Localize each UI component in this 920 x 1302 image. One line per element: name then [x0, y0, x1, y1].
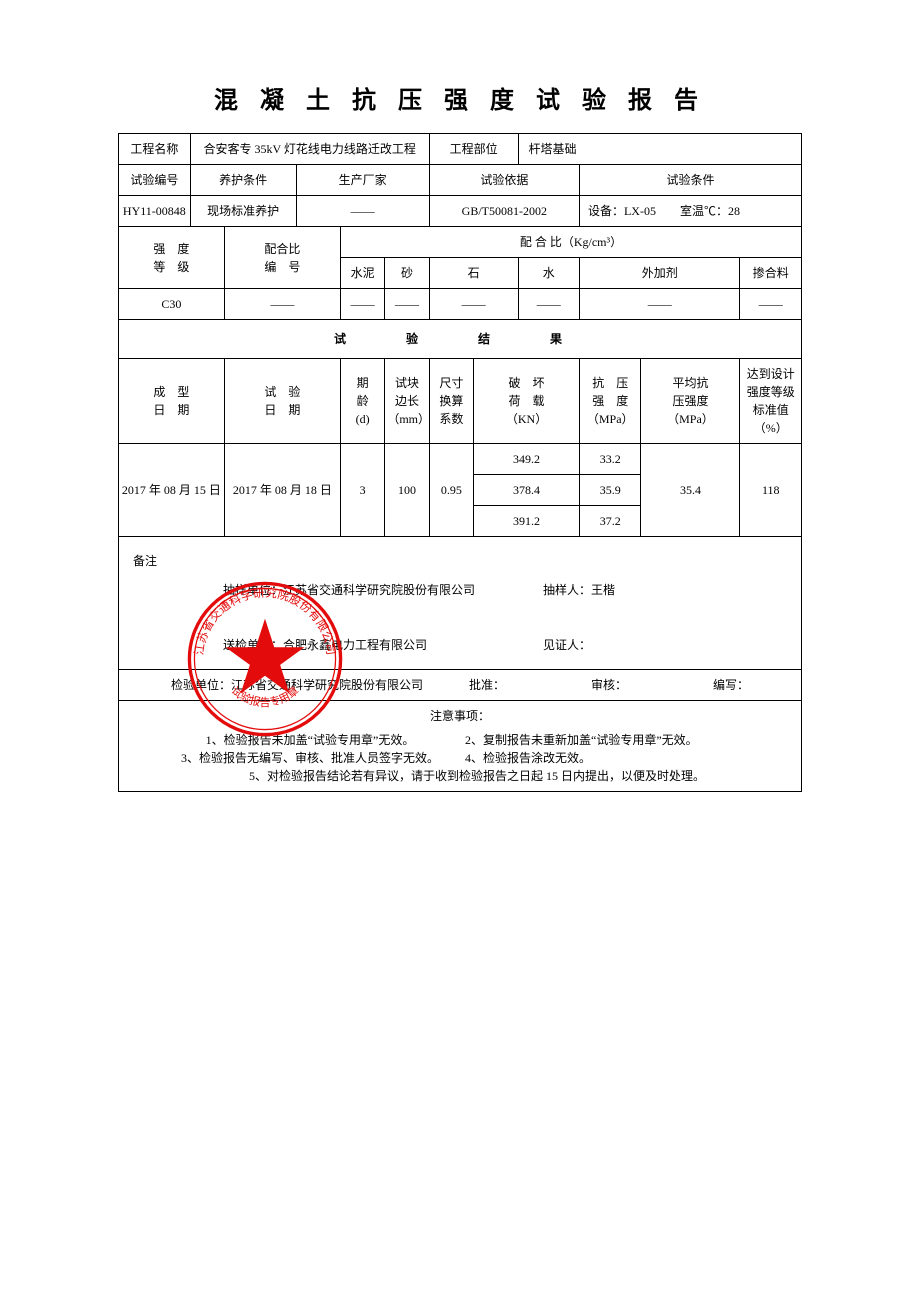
note-4: 4、检验报告涂改无效。: [465, 749, 591, 767]
mix-val-2: ——: [429, 289, 518, 320]
note-3: 3、检验报告无编写、审核、批准人员签字无效。: [155, 749, 465, 767]
report-title: 混 凝 土 抗 压 强 度 试 验 报 告: [118, 80, 802, 115]
value-manufacturer: ——: [296, 196, 429, 227]
remarks-cell: 备注 抽样单位：江苏省交通科学研究院股份有限公司 抽样人：王楷 送检单位：合肥永…: [119, 537, 802, 670]
mix-col-3: 水: [518, 258, 579, 289]
mix-col-5: 掺合料: [740, 258, 802, 289]
report-table: 工程名称 合安客专 35kV 灯花线电力线路迁改工程 工程部位 杆塔基础 试验编…: [118, 133, 802, 792]
val-pct: 118: [740, 444, 802, 537]
mix-val-3: ——: [518, 289, 579, 320]
label-proj-name: 工程名称: [119, 134, 191, 165]
val-edge: 100: [385, 444, 429, 537]
label-test-cond: 试验条件: [579, 165, 801, 196]
mix-val-0: ——: [340, 289, 384, 320]
approve-label: 批准：: [469, 678, 505, 692]
val-avg: 35.4: [641, 444, 740, 537]
witness: 见证人：: [543, 631, 591, 660]
mix-val-4: ——: [579, 289, 739, 320]
value-cure-cond: 现场标准养护: [190, 196, 296, 227]
review-label: 审核：: [591, 678, 627, 692]
label-mix-ratio: 配 合 比（Kg/cm³）: [340, 227, 801, 258]
note-2: 2、复制报告未重新加盖“试验专用章”无效。: [465, 731, 698, 749]
signoff-cell: 检验单位：江苏省交通科学研究院股份有限公司 批准： 审核： 编写：: [119, 670, 802, 701]
inspect-unit-label: 检验单位：: [171, 678, 231, 692]
results-section-title: 试 验 结 果: [119, 320, 802, 359]
mix-val-5: ——: [740, 289, 802, 320]
notes-cell: 注意事项： 1、检验报告未加盖“试验专用章”无效。 2、复制报告未重新加盖“试验…: [119, 701, 802, 792]
hdr-strength: 抗 压 强 度 （MPa）: [579, 359, 640, 444]
val-load-2: 391.2: [474, 506, 580, 537]
hdr-age: 期 龄 (d): [340, 359, 384, 444]
label-manufacturer: 生产厂家: [296, 165, 429, 196]
val-load-0: 349.2: [474, 444, 580, 475]
mix-col-4: 外加剂: [579, 258, 739, 289]
value-proj-part: 杆塔基础: [518, 134, 802, 165]
label-strength-grade: 强 度 等 级: [119, 227, 225, 289]
remarks-label: 备注: [133, 547, 193, 576]
val-test-date: 2017 年 08 月 18 日: [224, 444, 340, 537]
report-page: 混 凝 土 抗 压 强 度 试 验 报 告 工程名称 合安客专 35kV 灯花线…: [0, 0, 920, 992]
label-cure-cond: 养护条件: [190, 165, 296, 196]
mix-col-2: 石: [429, 258, 518, 289]
mix-col-0: 水泥: [340, 258, 384, 289]
label-test-basis: 试验依据: [429, 165, 579, 196]
value-strength-grade: C30: [119, 289, 225, 320]
val-form-date: 2017 年 08 月 15 日: [119, 444, 225, 537]
hdr-form-date: 成 型 日 期: [119, 359, 225, 444]
value-mix-no: ——: [224, 289, 340, 320]
delivery-unit: 送检单位：合肥永鑫电力工程有限公司: [223, 631, 543, 660]
mix-col-1: 砂: [385, 258, 429, 289]
label-test-no: 试验编号: [119, 165, 191, 196]
hdr-test-date: 试 验 日 期: [224, 359, 340, 444]
label-mix-no: 配合比 编 号: [224, 227, 340, 289]
hdr-avg: 平均抗 压强度 （MPa）: [641, 359, 740, 444]
hdr-load: 破 坏 荷 载 （KN）: [474, 359, 580, 444]
sampling-unit: 抽样单位：江苏省交通科学研究院股份有限公司: [223, 576, 543, 605]
val-strength-0: 33.2: [579, 444, 640, 475]
sampler: 抽样人：王楷: [543, 576, 615, 605]
inspect-unit: 江苏省交通科学研究院股份有限公司: [231, 678, 423, 692]
value-proj-name: 合安客专 35kV 灯花线电力线路迁改工程: [190, 134, 429, 165]
notes-title: 注意事项：: [121, 707, 799, 725]
hdr-coef: 尺寸 换算 系数: [429, 359, 473, 444]
val-strength-1: 35.9: [579, 475, 640, 506]
value-test-cond: 设备：LX-05 室温℃：28: [579, 196, 801, 227]
hdr-edge: 试块 边长 （mm）: [385, 359, 429, 444]
hdr-pct: 达到设计 强度等级 标准值 （%）: [740, 359, 802, 444]
val-age: 3: [340, 444, 384, 537]
val-strength-2: 37.2: [579, 506, 640, 537]
note-5: 5、对检验报告结论若有异议，请于收到检验报告之日起 15 日内提出，以便及时处理…: [121, 767, 799, 785]
value-test-no: HY11-00848: [119, 196, 191, 227]
note-1: 1、检验报告未加盖“试验专用章”无效。: [155, 731, 465, 749]
write-label: 编写：: [713, 678, 749, 692]
mix-val-1: ——: [385, 289, 429, 320]
val-coef: 0.95: [429, 444, 473, 537]
value-test-basis: GB/T50081-2002: [429, 196, 579, 227]
label-proj-part: 工程部位: [429, 134, 518, 165]
val-load-1: 378.4: [474, 475, 580, 506]
